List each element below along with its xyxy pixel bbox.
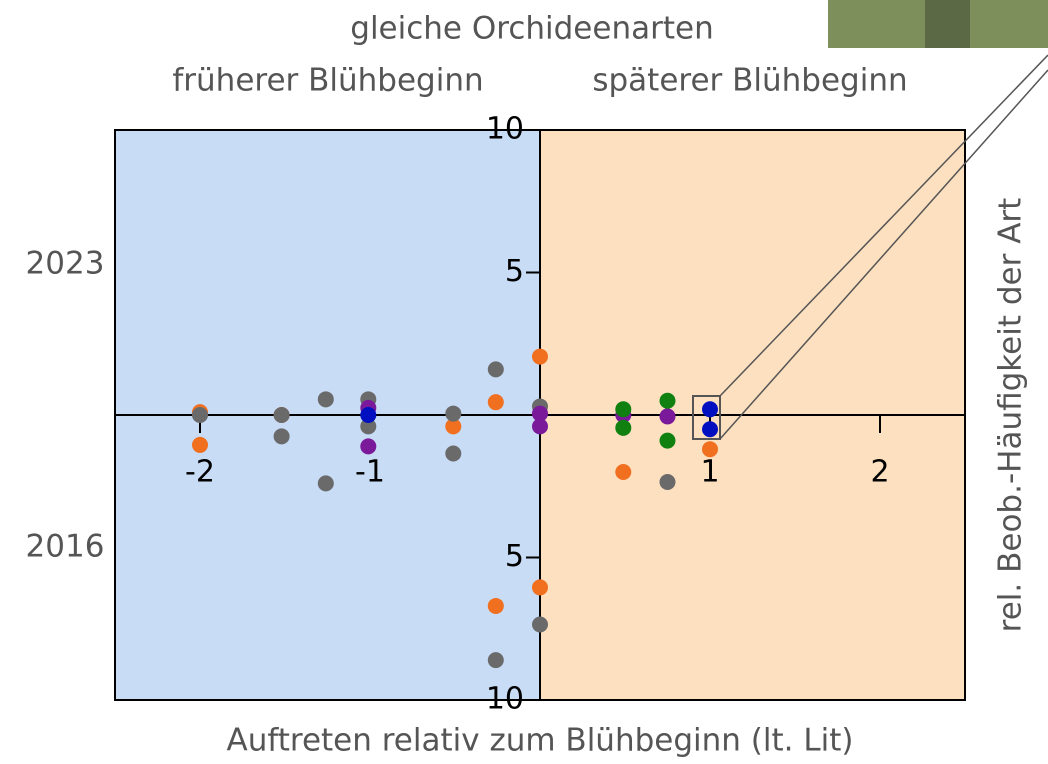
point: [659, 473, 676, 490]
point: [360, 418, 377, 435]
y-tick-label: 5: [505, 539, 524, 574]
right-label: späterer Blühbeginn: [592, 63, 907, 99]
callout-line: [719, 69, 1048, 440]
point: [702, 401, 718, 418]
point: [487, 597, 504, 614]
upper-label: 2023: [26, 246, 105, 282]
x-tick-label: -1: [355, 455, 385, 490]
point: [615, 401, 632, 418]
point: [532, 616, 548, 633]
point: [659, 392, 676, 409]
point: [702, 421, 718, 438]
point: [317, 475, 334, 492]
x-tick-label: -2: [185, 455, 215, 490]
point: [615, 464, 632, 480]
x-tick-label: 2: [870, 455, 889, 490]
x-axis-label: Auftreten relativ zum Blühbeginn (lt. Li…: [227, 723, 854, 759]
point: [192, 436, 208, 453]
x-tick-label: 1: [700, 455, 719, 490]
point: [659, 408, 676, 425]
y-tick-label: 5: [505, 254, 524, 289]
point: [273, 428, 290, 445]
point: [487, 394, 504, 411]
lower-label: 2016: [26, 529, 105, 565]
point: [360, 438, 377, 455]
point: [445, 445, 462, 462]
point: [532, 418, 548, 435]
point: [532, 405, 548, 422]
point: [659, 432, 676, 449]
point: [445, 405, 462, 422]
y-tick-label: 10: [486, 682, 524, 717]
point: [487, 652, 504, 669]
highlight-box: [692, 395, 721, 440]
point: [273, 407, 290, 423]
point: [360, 407, 377, 423]
callout-line: [719, 54, 1048, 397]
point: [532, 348, 548, 365]
photo-stem: [925, 0, 970, 48]
point: [487, 361, 504, 378]
left-label: früherer Blühbeginn: [172, 63, 483, 99]
point: [702, 441, 718, 458]
point: [532, 579, 548, 596]
title: gleiche Orchideenarten: [350, 11, 713, 47]
point: [445, 418, 462, 435]
y-axis-label: rel. Beob.-Häufigkeit der Art: [993, 198, 1029, 633]
y-tick-label: 10: [486, 112, 524, 147]
point: [317, 391, 334, 408]
point: [192, 407, 208, 423]
point: [615, 419, 632, 436]
